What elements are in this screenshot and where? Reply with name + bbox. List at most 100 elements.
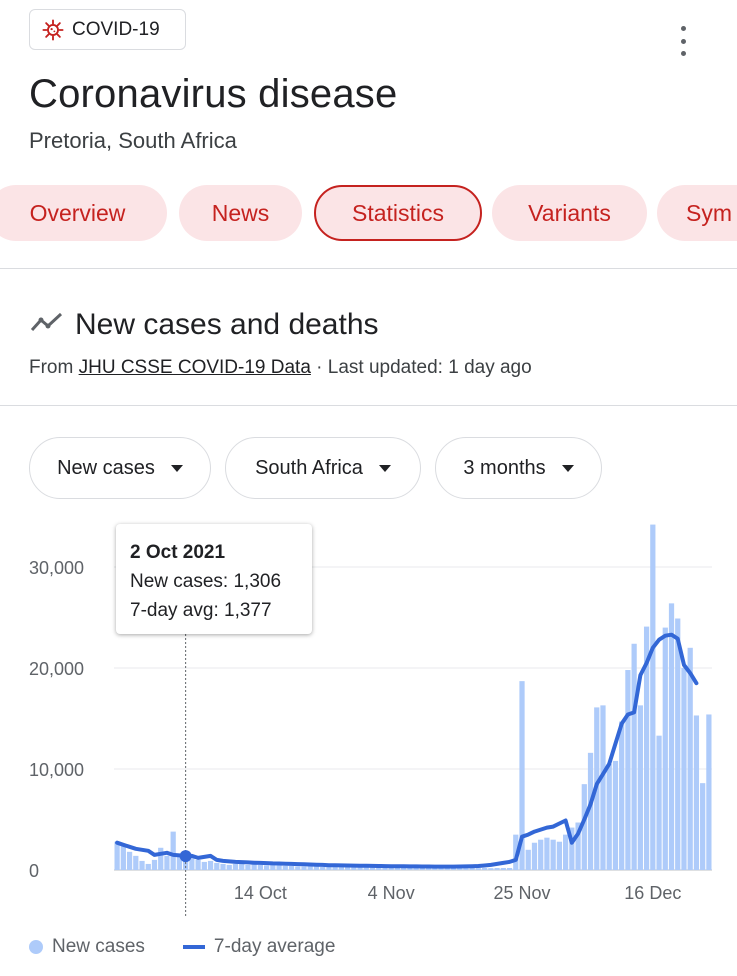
bar xyxy=(207,860,214,870)
bar xyxy=(506,867,513,870)
chart-legend: New cases 7-day average xyxy=(29,934,335,960)
dropdown-label: New cases xyxy=(57,456,155,479)
dropdown-label: South Africa xyxy=(255,456,363,479)
bar xyxy=(176,855,183,870)
bar xyxy=(151,859,158,870)
bar xyxy=(544,837,550,870)
bar xyxy=(438,867,444,870)
page-title: Coronavirus disease xyxy=(29,72,398,116)
tooltip-7day-avg: 7-day avg: 1,377 xyxy=(130,600,272,621)
last-updated: · Last updated: 1 day ago xyxy=(310,357,532,378)
bar xyxy=(239,863,245,870)
more-vert-icon[interactable] xyxy=(672,26,694,56)
tab-label: Variants xyxy=(528,199,611,226)
caret-down-icon xyxy=(378,464,391,472)
bar xyxy=(668,603,675,870)
bar xyxy=(363,866,369,870)
bar xyxy=(126,851,133,870)
range-dropdown[interactable]: 3 months xyxy=(435,437,602,499)
bar xyxy=(189,856,195,870)
bar xyxy=(562,834,569,870)
bar xyxy=(457,867,463,870)
caret-down-icon xyxy=(170,464,183,472)
bar xyxy=(313,866,320,870)
caret-down-icon xyxy=(561,464,574,472)
bar xyxy=(120,845,126,870)
bar xyxy=(519,681,525,870)
x-tick-label: 25 Nov xyxy=(493,883,550,903)
metric-dropdown[interactable]: New cases xyxy=(29,437,211,499)
tab-overview[interactable]: Overview xyxy=(0,185,167,241)
bar xyxy=(419,867,425,870)
y-tick-label: 30,000 xyxy=(29,558,84,578)
source-prefix: From xyxy=(29,357,79,378)
bar xyxy=(581,784,587,870)
tab-statistics[interactable]: Statistics xyxy=(314,185,482,241)
chart-tooltip: 2 Oct 2021 New cases: 1,306 7-day avg: 1… xyxy=(116,524,312,634)
tab-symptoms[interactable]: Sym xyxy=(657,185,737,241)
bar xyxy=(344,866,351,870)
bar xyxy=(631,643,637,870)
tab-label: Overview xyxy=(29,199,126,226)
bar xyxy=(388,867,394,870)
data-source: From JHU CSSE COVID-19 Data · Last updat… xyxy=(29,357,532,379)
bar xyxy=(525,849,531,870)
bar xyxy=(220,863,226,870)
bar xyxy=(600,705,606,870)
bar xyxy=(700,783,706,870)
tab-variants[interactable]: Variants xyxy=(492,185,647,241)
virus-icon xyxy=(42,18,64,41)
bar xyxy=(251,864,257,870)
bar xyxy=(556,841,563,870)
y-tick-label: 20,000 xyxy=(29,659,84,679)
bar xyxy=(687,647,693,870)
bar xyxy=(606,763,612,870)
bar xyxy=(226,864,232,870)
bar xyxy=(301,866,307,870)
topic-tabs: Overview News Statistics Variants Sym xyxy=(0,185,737,241)
bar xyxy=(693,715,700,870)
jhu-csse-link[interactable]: JHU CSSE COVID-19 Data xyxy=(78,357,311,378)
tab-label: Statistics xyxy=(351,199,445,226)
bar xyxy=(139,860,145,870)
bar xyxy=(357,866,363,870)
bar xyxy=(569,827,575,870)
bar xyxy=(463,868,469,870)
bar xyxy=(656,735,662,870)
bar xyxy=(650,524,656,870)
bar xyxy=(201,861,207,870)
tab-label: Sym xyxy=(686,199,732,226)
covid-19-chip[interactable]: COVID-19 xyxy=(29,9,186,50)
bar xyxy=(482,867,488,870)
tab-label: News xyxy=(211,199,270,226)
bar xyxy=(643,626,650,870)
bar xyxy=(500,867,506,870)
bar xyxy=(158,847,164,870)
bar xyxy=(450,867,457,870)
cases-chart[interactable]: 0 10,000 20,000 30,000 14 Oct 4 Nov 25 Nov 16 D… xyxy=(0,510,737,925)
region-dropdown[interactable]: South Africa xyxy=(225,437,421,499)
bar xyxy=(625,670,631,870)
bar xyxy=(538,839,544,870)
bar xyxy=(425,867,432,870)
bar xyxy=(706,714,712,870)
dropdown-label: 3 months xyxy=(463,456,546,479)
x-tick-label: 4 Nov xyxy=(368,883,415,903)
bar xyxy=(170,831,176,870)
bar xyxy=(164,855,170,870)
bar xyxy=(307,865,313,870)
bar xyxy=(114,841,120,870)
bar xyxy=(326,866,332,870)
tab-news[interactable]: News xyxy=(179,185,302,241)
x-tick-label: 14 Oct xyxy=(234,883,287,903)
y-tick-label: 10,000 xyxy=(29,760,84,780)
bar xyxy=(413,867,419,870)
bar xyxy=(681,668,687,870)
bar xyxy=(444,868,450,870)
bar xyxy=(245,864,251,870)
bar xyxy=(488,868,494,870)
bar xyxy=(332,866,338,870)
highlight-point xyxy=(179,850,192,863)
divider xyxy=(0,405,737,406)
legend-new-cases: New cases xyxy=(52,936,145,957)
